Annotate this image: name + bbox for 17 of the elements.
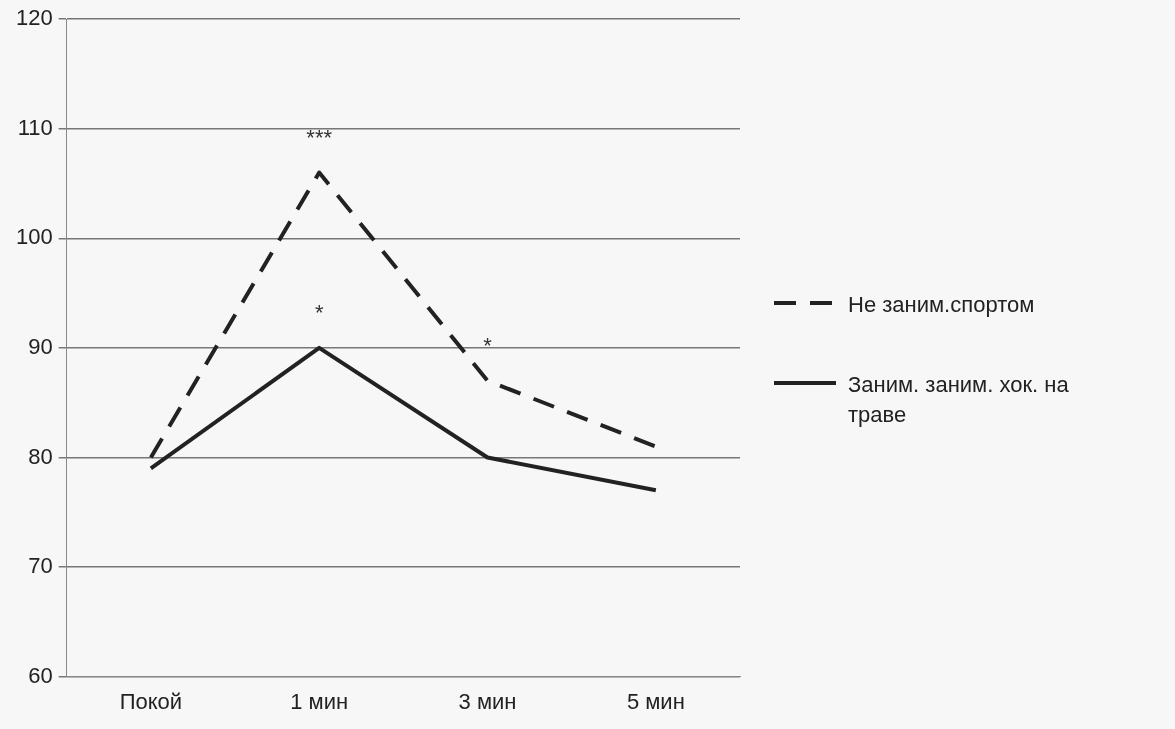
y-tick-label: 120 [15, 5, 53, 31]
annotation: *** [306, 124, 333, 150]
x-tick-label: 1 мин [290, 688, 349, 714]
y-tick-label: 80 [28, 443, 53, 469]
x-tick-label: 5 мин [626, 688, 685, 714]
annotation: * [314, 299, 324, 325]
y-tick-label: 110 [17, 114, 53, 140]
y-tick-label: 70 [28, 553, 53, 579]
line-series [148, 170, 658, 460]
y-tick-label: 100 [15, 224, 53, 250]
x-tick-label: Покой [119, 688, 183, 714]
x-tick-label: 3 мин [458, 688, 517, 714]
y-tick-label: 90 [28, 333, 53, 359]
y-tick-label: 60 [28, 662, 53, 688]
legend-label: Не заним.спортом [848, 291, 1036, 319]
annotation: * [483, 332, 493, 358]
legend-label: Заним. заним. хок. на траве [848, 371, 1070, 429]
